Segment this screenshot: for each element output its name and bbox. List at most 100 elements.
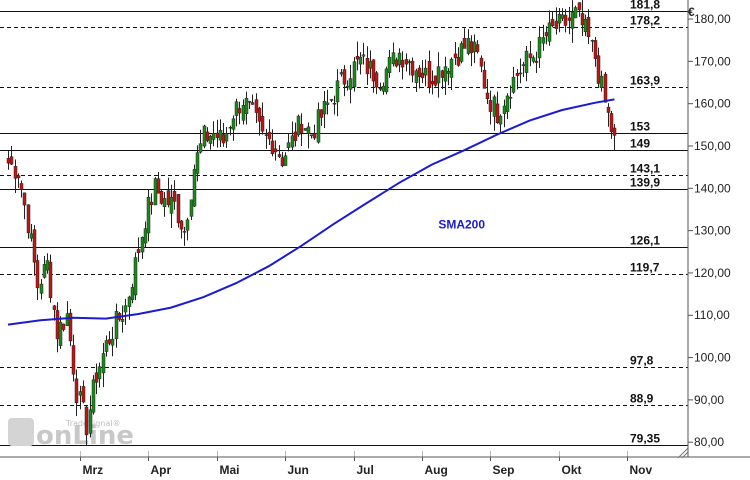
- y-unit-label: €: [688, 5, 695, 19]
- candle-body: [104, 340, 109, 352]
- candle-body: [71, 345, 76, 375]
- candle-body: [264, 134, 269, 136]
- candle-body: [211, 133, 216, 140]
- candle-body: [332, 102, 337, 105]
- candle-body: [374, 72, 379, 88]
- candle-body: [286, 142, 291, 148]
- candle-body: [521, 64, 526, 66]
- candle-body: [528, 53, 533, 59]
- x-tick-label: Jun: [288, 463, 309, 477]
- candle-body: [596, 55, 601, 84]
- candle-body: [280, 157, 285, 167]
- candle-body: [365, 58, 370, 75]
- candle-body: [32, 229, 37, 263]
- candle-body: [436, 66, 441, 84]
- candle-body: [420, 72, 425, 79]
- candle-body: [427, 60, 432, 88]
- y-tick-label: 180,00: [694, 12, 731, 26]
- candle-body: [518, 72, 523, 75]
- watermark-small: TradeSignal®: [65, 419, 120, 428]
- candle-body: [462, 37, 467, 49]
- candle-body: [270, 140, 275, 155]
- candle-body: [231, 118, 236, 130]
- plot-frame: [0, 0, 750, 458]
- candle-body: [593, 40, 598, 59]
- candle-body: [466, 38, 471, 54]
- candle-body: [35, 260, 40, 289]
- x-tick-label: Okt: [562, 463, 582, 477]
- candle-body: [488, 100, 493, 112]
- x-tick-label: Aug: [425, 463, 448, 477]
- candle-body: [61, 323, 66, 330]
- candle-body: [433, 75, 438, 86]
- y-tick-label: 130,00: [694, 224, 731, 238]
- resize-grip-icon[interactable]: [677, 447, 689, 459]
- level-label: 178,2: [630, 14, 660, 28]
- level-label: 97,8: [630, 354, 654, 368]
- candle-body: [182, 231, 187, 233]
- candle-body: [361, 54, 366, 57]
- y-tick-label: 160,00: [694, 97, 731, 111]
- candle-body: [537, 36, 542, 59]
- x-gridlines: [80, 451, 628, 457]
- x-tick-label: Jul: [357, 463, 374, 477]
- candle-body: [430, 80, 435, 85]
- candle-body: [215, 132, 220, 138]
- candle-body: [599, 75, 604, 88]
- candle-body: [39, 283, 44, 294]
- candle-body: [228, 126, 233, 129]
- sma200-label: SMA200: [438, 218, 485, 232]
- candle-body: [29, 233, 34, 239]
- candle-body: [218, 130, 223, 141]
- candle-body: [94, 372, 99, 383]
- level-label: 149: [630, 137, 650, 151]
- candle-body: [577, 2, 582, 11]
- candle-body: [205, 131, 210, 141]
- candle-body: [560, 14, 565, 19]
- candle-body: [550, 19, 555, 27]
- candle-body: [153, 178, 158, 206]
- candle-body: [166, 190, 171, 206]
- candle-body: [544, 32, 549, 37]
- candle-body: [293, 131, 298, 141]
- candle-body: [325, 102, 330, 105]
- candle-body: [404, 59, 409, 65]
- candle-body: [42, 264, 47, 278]
- candle-body: [502, 105, 507, 114]
- candle-body: [143, 228, 148, 244]
- candle-body: [472, 41, 477, 53]
- candle-body: [384, 68, 389, 93]
- candle-body: [13, 166, 18, 179]
- candle-body: [221, 134, 226, 144]
- candle-body: [202, 125, 207, 147]
- y-tick-label: 150,00: [694, 139, 731, 153]
- candle-body: [495, 103, 500, 123]
- candle-body: [606, 106, 611, 113]
- candle-body: [469, 41, 474, 54]
- candle-body: [485, 92, 490, 100]
- candle-body: [583, 19, 588, 33]
- y-axis: € 80,00 90,00 100,00 110,00 120,00 130,00 140,…: [688, 5, 731, 449]
- candle-body: [498, 115, 503, 125]
- level-label: 119,7: [630, 261, 660, 275]
- candle-body: [52, 305, 57, 310]
- candle-body: [417, 67, 422, 77]
- candle-body: [22, 192, 27, 206]
- candle-body: [603, 73, 608, 103]
- candle-body: [590, 40, 595, 42]
- candle-body: [97, 366, 102, 380]
- candle-body: [394, 59, 399, 67]
- candle-body: [234, 101, 239, 116]
- candle-body: [443, 66, 448, 82]
- level-label: 139,9: [630, 176, 660, 190]
- candle-body: [475, 44, 480, 52]
- candle-body: [68, 312, 73, 342]
- candle-body: [127, 296, 132, 307]
- candle-body: [414, 70, 419, 83]
- candle-body: [55, 310, 60, 340]
- candle-body: [492, 96, 497, 117]
- candle-body: [586, 17, 591, 38]
- candle-body: [299, 124, 304, 134]
- candle-body: [260, 116, 265, 132]
